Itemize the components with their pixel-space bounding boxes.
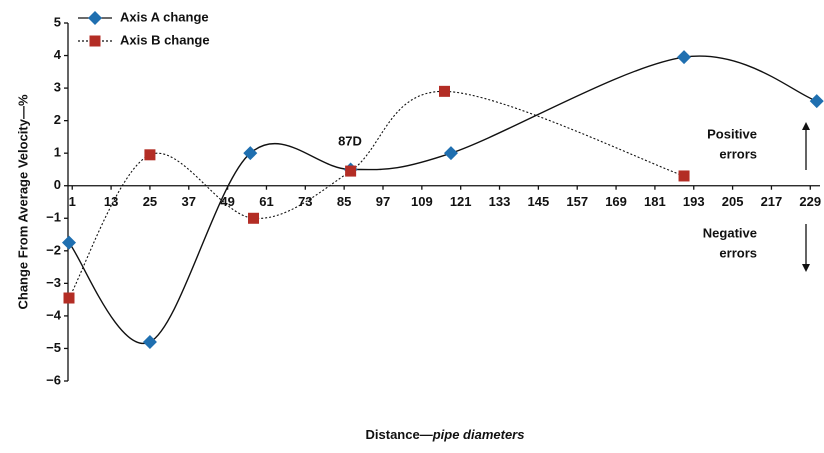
- x-tick-label: 193: [683, 194, 705, 209]
- x-tick-label: 1: [69, 194, 76, 209]
- y-axis-label: Change From Average Velocity—%: [15, 94, 30, 309]
- series-line: [68, 90, 685, 299]
- y-tick-label: 1: [54, 145, 61, 160]
- x-tick-label: 109: [411, 194, 433, 209]
- y-tick-label: 4: [54, 47, 62, 62]
- y-tick-label: −4: [46, 307, 62, 322]
- x-axis-label-main: Distance—: [366, 427, 433, 442]
- x-tick-label: 121: [450, 194, 472, 209]
- x-tick-label: 25: [143, 194, 157, 209]
- square-marker: [345, 165, 357, 177]
- diamond-marker: [142, 334, 157, 349]
- square-marker: [439, 85, 450, 97]
- x-tick-label: 133: [489, 194, 511, 209]
- x-tick-label: 217: [761, 194, 783, 209]
- diamond-marker: [88, 11, 102, 25]
- square-marker: [678, 170, 690, 182]
- positive-errors-label: errors: [719, 146, 757, 161]
- x-tick-label: 205: [722, 194, 744, 209]
- x-tick-label: 97: [376, 194, 390, 209]
- legend-label: Axis A change: [120, 9, 209, 24]
- y-tick-label: −5: [46, 340, 61, 355]
- negative-errors-label: errors: [719, 245, 757, 260]
- y-tick-label: −1: [46, 210, 61, 225]
- square-marker: [144, 149, 156, 161]
- x-tick-label: 145: [528, 194, 550, 209]
- diamond-marker: [62, 235, 76, 250]
- y-tick-label: −2: [46, 242, 61, 257]
- square-marker: [248, 212, 260, 224]
- y-tick-label: 0: [54, 177, 61, 192]
- x-tick-label: 49: [220, 194, 234, 209]
- positive-errors-label: Positive: [707, 126, 757, 141]
- diamond-marker: [809, 94, 824, 109]
- y-tick-label: 2: [54, 112, 61, 127]
- x-tick-label: 85: [337, 194, 351, 209]
- square-marker: [63, 292, 75, 304]
- x-tick-label: 157: [566, 194, 588, 209]
- y-tick-label: 5: [54, 14, 61, 29]
- x-tick-label: 37: [182, 194, 196, 209]
- legend-label: Axis B change: [120, 32, 210, 47]
- y-tick-label: 3: [54, 80, 61, 95]
- y-tick-label: −6: [46, 372, 61, 387]
- x-axis-label-italic: pipe diameters: [432, 427, 525, 442]
- x-tick-label: 73: [298, 194, 312, 209]
- x-tick-label: 229: [799, 194, 821, 209]
- point-annotation: 87D: [338, 133, 362, 148]
- diamond-marker: [443, 146, 458, 161]
- diamond-marker: [677, 50, 692, 65]
- negative-errors-label: Negative: [703, 225, 757, 240]
- x-axis-label: Distance—pipe diameters: [366, 427, 525, 442]
- diamond-marker: [243, 146, 258, 161]
- y-tick-label: −3: [46, 275, 61, 290]
- x-tick-label: 61: [259, 194, 273, 209]
- x-tick-label: 181: [644, 194, 666, 209]
- x-tick-label: 169: [605, 194, 627, 209]
- square-marker: [89, 35, 101, 47]
